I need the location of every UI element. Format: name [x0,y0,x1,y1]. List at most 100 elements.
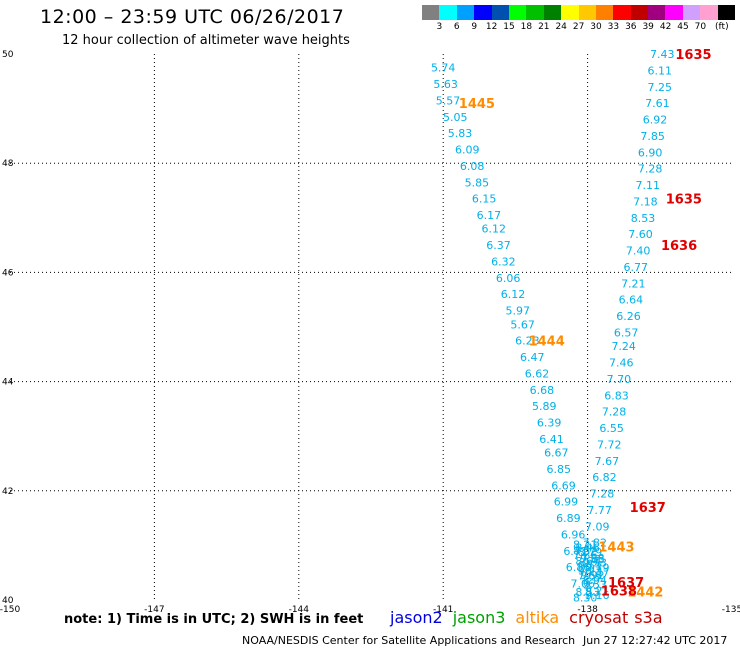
wave-height-label: 6.68 [530,384,555,397]
time-label: 1637 [608,576,644,591]
wave-height-label: 8.30 [573,591,598,604]
y-tick-label: 46 [2,268,14,278]
scale-swatch [630,5,649,20]
wave-height-label: 9.16 [585,589,610,602]
wave-height-label: 7.28 [638,163,663,176]
scale-label: 21 [538,22,550,32]
scale-swatch [578,5,596,20]
time-label: 1443 [598,540,634,555]
time-label: 1444 [529,335,565,350]
x-tick-label: -141 [433,605,453,615]
y-tick-label: 48 [2,159,14,169]
wave-height-label: 5.89 [532,400,557,413]
wave-height-label: 7.67 [595,455,620,468]
wave-height-label: 7.85 [640,130,665,143]
wave-height-label: 7.72 [597,438,622,451]
wave-height-label: 5.63 [433,78,458,91]
units-note: note: 1) Time is in UTC; 2) SWH is in fe… [64,612,364,627]
wave-height-label: 6.86 [566,561,591,574]
y-tick-label: 50 [2,50,14,60]
time-label: 1637 [630,501,666,516]
scale-label: 24 [555,22,567,32]
scale-label: 30 [590,22,602,32]
scale-swatch [543,5,562,20]
scale-label: 39 [642,22,654,32]
time-label: 1442 [627,585,663,600]
y-tick-label: 44 [2,378,14,388]
wave-height-label: 9.37 [585,566,610,579]
scale-swatch [456,5,475,20]
wave-height-label: 7.46 [609,356,634,369]
scale-swatch [439,5,457,20]
wave-height-label: 5.74 [431,62,456,75]
scale-label: 27 [572,22,585,32]
scale-swatch [526,5,544,20]
scale-swatch [422,5,440,20]
wave-height-label: 6.71 [563,545,588,558]
scale-swatch [648,5,666,20]
wave-height-label: 6.90 [638,146,663,159]
wave-height-label: 6.23 [515,335,540,348]
wave-height-label: 7.70 [607,373,632,386]
wave-height-label: 6.99 [554,496,579,509]
scale-swatch [561,5,579,20]
legend-item-jason2: jason2 [390,608,443,627]
x-tick-label: -138 [577,605,598,615]
scale-label: 6 [453,22,460,32]
wave-height-label: 6.57 [614,326,639,339]
credit-text: NOAA/NESDIS Center for Satellite Applica… [242,634,576,647]
scale-label: 45 [677,22,689,32]
wave-height-label: 6.83 [604,389,629,402]
wave-height-label: 7.28 [602,406,627,419]
wave-height-label: 6.39 [537,417,562,430]
wave-height-label: 6.85 [546,463,571,476]
wave-height-label: 7.86 [573,549,598,562]
wave-height-label: 7.24 [611,340,636,353]
wave-height-label: 8.79 [578,546,603,559]
wave-height-label: 9.79 [585,562,610,575]
wave-height-label: 6.15 [472,193,497,206]
x-tick-label: -135 [722,605,740,615]
wave-height-label: 7.61 [645,97,670,110]
wave-height-label: 5.05 [443,111,468,124]
y-tick-label: 40 [2,596,14,606]
scale-label: 70 [694,22,707,32]
scale-swatch [491,5,509,20]
wave-height-label: 7.11 [636,179,661,192]
scale-label: 3 [436,22,443,32]
x-tick-label: -150 [0,605,20,615]
scale-swatch [613,5,631,20]
wave-height-label: 6.06 [496,272,521,285]
wave-height-label: 8.21 [573,539,598,552]
wave-height-label: 6.08 [460,160,485,173]
scale-label: 33 [607,22,620,32]
timestamp-text: Jun 27 12:27:42 UTC 2017 [583,634,728,647]
page-subtitle: 12 hour collection of altimeter wave hei… [62,33,350,48]
wave-height-label: 6.62 [525,367,550,380]
legend-item-cryosat: cryosat [569,608,629,627]
wave-height-label: 9.23 [578,564,603,577]
time-label: 1638 [601,584,637,599]
wave-height-label: 8.67 [575,555,600,568]
color-scale-labels: 3 6 9 12 15 18 21 24 27 30 33 36 39 42 45 70 (ft) [422,22,740,36]
wave-height-label: 6.32 [491,255,516,268]
wave-height-label: 7.82 [583,537,608,550]
wave-height-label: 7.40 [626,245,651,258]
y-tick-label: 42 [2,487,13,497]
wave-height-label: 8.53 [575,586,600,599]
wave-height-label: 7.21 [621,277,646,290]
wave-height-label: 7.77 [587,504,612,517]
wave-height-label: 7.09 [585,520,610,533]
wave-height-label: 7.28 [590,488,615,501]
wave-height-label: 6.55 [599,422,624,435]
scale-swatch [665,5,683,20]
scale-swatch [595,5,614,20]
wave-height-label: 6.67 [544,447,569,460]
wave-height-label: 7.60 [628,228,653,241]
wave-height-label: 6.89 [556,512,581,525]
wave-height-label: 6.09 [455,144,480,157]
scale-label: 15 [503,22,515,32]
wave-height-label: 6.92 [643,114,668,127]
scale-swatch [474,5,492,20]
